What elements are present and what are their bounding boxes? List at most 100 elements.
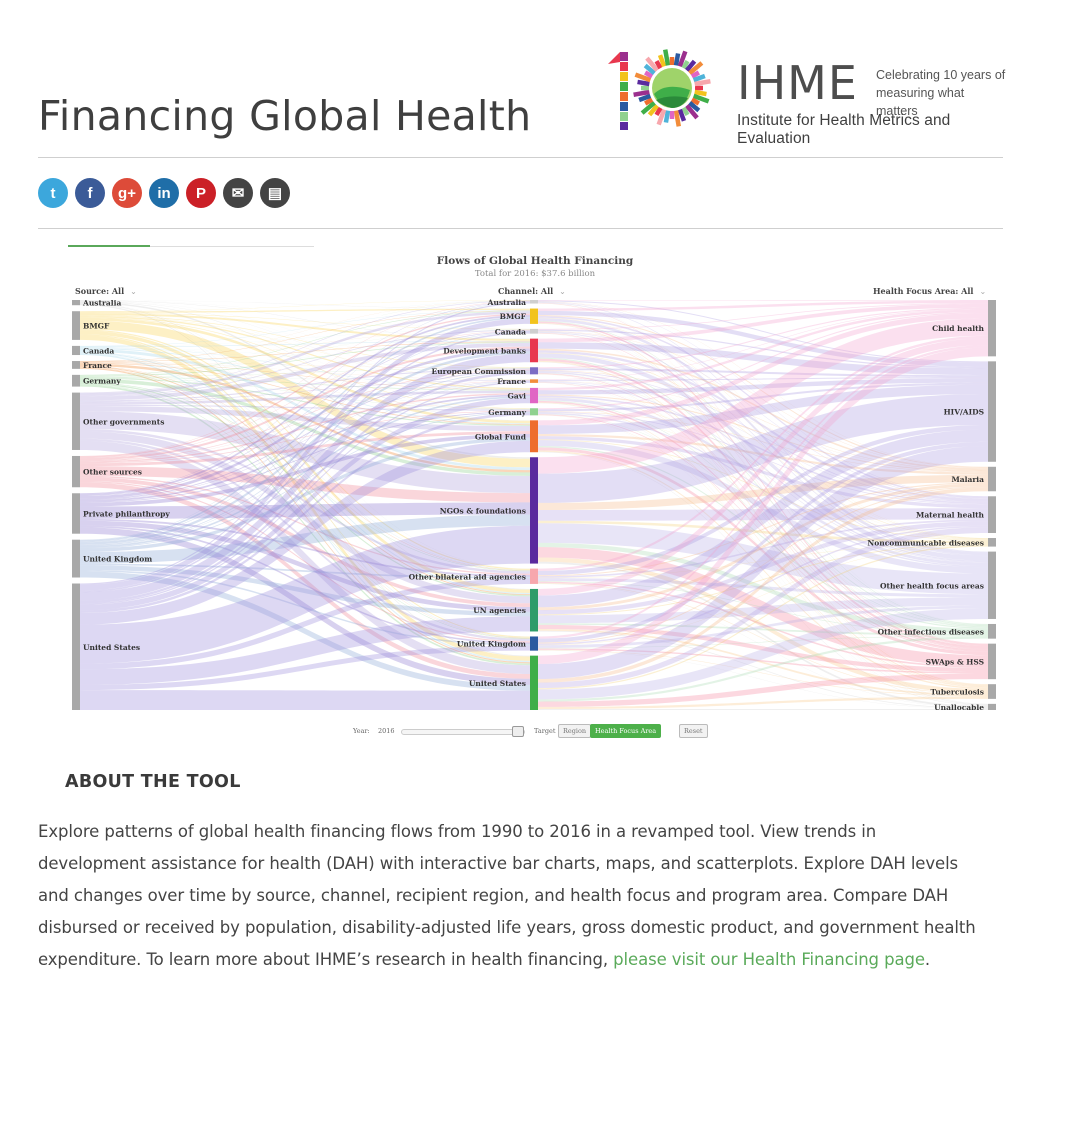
source-node[interactable] bbox=[72, 392, 80, 450]
flow-link[interactable] bbox=[80, 362, 530, 391]
flow-link[interactable] bbox=[538, 543, 988, 579]
flow-link[interactable] bbox=[80, 351, 530, 545]
flow-link[interactable] bbox=[80, 438, 530, 642]
flow-link[interactable] bbox=[538, 368, 988, 378]
flow-link[interactable] bbox=[538, 303, 988, 685]
flow-link[interactable] bbox=[538, 543, 988, 616]
flow-link[interactable] bbox=[80, 578, 530, 670]
flow-link[interactable] bbox=[538, 350, 988, 502]
flow-link[interactable] bbox=[80, 310, 530, 347]
flow-link[interactable] bbox=[80, 300, 530, 362]
flow-link[interactable] bbox=[538, 360, 988, 687]
flow-link[interactable] bbox=[80, 569, 530, 646]
flow-link[interactable] bbox=[80, 316, 530, 390]
flow-link[interactable] bbox=[80, 300, 530, 346]
flow-link[interactable] bbox=[80, 378, 530, 476]
flow-link[interactable] bbox=[538, 508, 988, 521]
flow-link[interactable] bbox=[80, 466, 530, 503]
flow-link[interactable] bbox=[538, 414, 988, 688]
flow-link[interactable] bbox=[538, 316, 988, 499]
flow-link[interactable] bbox=[538, 397, 988, 540]
health-financing-link[interactable]: please visit our Health Financing page bbox=[613, 950, 925, 969]
source-filter-dropdown[interactable]: Source: All ⌄ bbox=[75, 286, 137, 296]
flow-link[interactable] bbox=[538, 370, 988, 471]
flow-link[interactable] bbox=[80, 482, 530, 679]
flow-link[interactable] bbox=[538, 303, 988, 330]
flow-link[interactable] bbox=[538, 520, 988, 544]
flow-link[interactable] bbox=[538, 353, 988, 561]
flow-link[interactable] bbox=[80, 348, 530, 499]
flow-link[interactable] bbox=[80, 347, 530, 390]
channel-node[interactable] bbox=[530, 338, 538, 363]
tab-active-indicator[interactable] bbox=[68, 245, 150, 247]
flow-link[interactable] bbox=[80, 376, 530, 391]
flow-link[interactable] bbox=[80, 353, 530, 663]
flow-link[interactable] bbox=[538, 371, 988, 563]
flow-link[interactable] bbox=[80, 329, 530, 347]
flow-link[interactable] bbox=[80, 300, 530, 375]
flow-link[interactable] bbox=[538, 400, 988, 628]
flow-link[interactable] bbox=[80, 412, 530, 613]
flow-link[interactable] bbox=[80, 300, 530, 309]
flow-link[interactable] bbox=[538, 301, 988, 497]
flow-link[interactable] bbox=[80, 353, 530, 601]
flow-link[interactable] bbox=[538, 483, 988, 611]
flow-link[interactable] bbox=[538, 382, 988, 650]
flow-link[interactable] bbox=[538, 583, 988, 709]
flow-link[interactable] bbox=[538, 302, 988, 625]
flow-link[interactable] bbox=[80, 317, 530, 424]
flow-link[interactable] bbox=[538, 397, 988, 566]
source-node[interactable] bbox=[72, 374, 80, 387]
flow-link[interactable] bbox=[538, 487, 988, 683]
channel-node[interactable] bbox=[530, 568, 538, 584]
flow-link[interactable] bbox=[538, 301, 988, 468]
flow-link[interactable] bbox=[80, 301, 530, 494]
flow-link[interactable] bbox=[80, 300, 530, 339]
flow-link[interactable] bbox=[538, 352, 988, 540]
flow-link[interactable] bbox=[538, 605, 988, 648]
flow-link[interactable] bbox=[538, 649, 988, 697]
flow-link[interactable] bbox=[80, 368, 530, 402]
flow-link[interactable] bbox=[80, 351, 530, 571]
flow-link[interactable] bbox=[538, 300, 988, 311]
flow-link[interactable] bbox=[80, 312, 530, 330]
channel-node[interactable] bbox=[530, 636, 538, 651]
flow-link[interactable] bbox=[80, 404, 530, 411]
flow-link[interactable] bbox=[80, 527, 530, 685]
reset-button[interactable]: Reset bbox=[679, 724, 708, 738]
flow-link[interactable] bbox=[80, 300, 530, 380]
flow-link[interactable] bbox=[80, 367, 530, 664]
flow-link[interactable] bbox=[538, 578, 988, 598]
flow-link[interactable] bbox=[538, 547, 988, 667]
flow-link[interactable] bbox=[80, 362, 530, 380]
flow-link[interactable] bbox=[80, 329, 530, 376]
flow-link[interactable] bbox=[538, 445, 988, 679]
email-icon[interactable]: ✉ bbox=[223, 178, 253, 208]
flow-link[interactable] bbox=[538, 521, 988, 615]
focus-area-node[interactable] bbox=[988, 466, 996, 492]
flow-link[interactable] bbox=[80, 302, 530, 585]
flow-link[interactable] bbox=[538, 482, 988, 577]
flow-link[interactable] bbox=[538, 608, 988, 700]
flow-link[interactable] bbox=[80, 381, 530, 547]
flow-link[interactable] bbox=[80, 315, 530, 496]
flow-link[interactable] bbox=[538, 381, 988, 540]
flow-link[interactable] bbox=[80, 431, 530, 467]
flow-link[interactable] bbox=[538, 300, 988, 301]
health-focus-toggle-button[interactable]: Health Focus Area bbox=[590, 724, 662, 738]
flow-link[interactable] bbox=[80, 340, 530, 348]
flow-link[interactable] bbox=[538, 623, 988, 636]
flows-visualization[interactable]: Flows of Global Health Financing Total f… bbox=[68, 242, 1002, 740]
flow-link[interactable] bbox=[538, 374, 988, 705]
flow-link[interactable] bbox=[538, 300, 988, 363]
flow-link[interactable] bbox=[80, 371, 530, 604]
channel-node[interactable] bbox=[530, 588, 538, 632]
flow-link[interactable] bbox=[80, 477, 530, 608]
flow-link[interactable] bbox=[80, 347, 530, 410]
flow-link[interactable] bbox=[538, 302, 988, 539]
flow-link[interactable] bbox=[538, 302, 988, 645]
flow-link[interactable] bbox=[80, 303, 530, 569]
flow-link[interactable] bbox=[538, 561, 988, 708]
flow-link[interactable] bbox=[80, 393, 530, 463]
flow-link[interactable] bbox=[80, 366, 530, 596]
